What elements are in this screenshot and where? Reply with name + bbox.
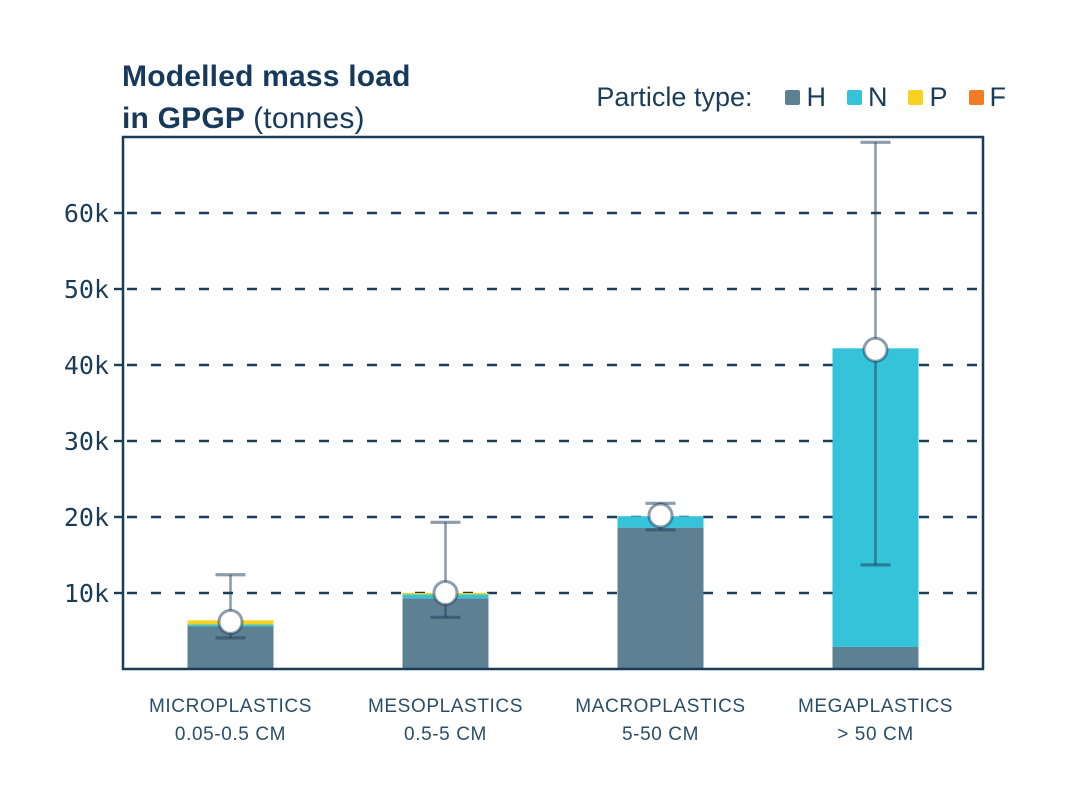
error-bar-marker <box>862 336 889 363</box>
error-bars <box>215 140 891 640</box>
error-bar <box>215 573 246 640</box>
x-category-range: 0.05-0.5 CM <box>175 724 286 745</box>
legend-swatch-F <box>968 90 984 105</box>
x-category-name: MICROPLASTICS <box>149 696 312 717</box>
chart-title-line1: Modelled mass load <box>122 60 411 93</box>
y-tick-label: 50k <box>64 275 109 304</box>
y-tick-label: 40k <box>64 351 109 380</box>
error-bar-marker <box>647 502 674 529</box>
legend-label: Particle type: <box>596 82 753 112</box>
legend-item-N: N <box>846 82 888 113</box>
y-tick-label: 20k <box>64 503 109 532</box>
legend: Particle type: H N P F <box>596 82 1006 113</box>
error-bar <box>430 520 461 619</box>
x-category-name: MACROPLASTICS <box>575 696 745 717</box>
bar-segment-H <box>832 646 919 669</box>
error-bar-marker <box>217 608 244 635</box>
y-tick-label: 30k <box>64 427 109 456</box>
x-category-name: MEGAPLASTICS <box>798 696 953 717</box>
plot-border <box>121 135 985 671</box>
chart-title: Modelled mass load in GPGP (tonnes) <box>122 56 411 140</box>
legend-swatch-H <box>785 90 801 105</box>
bars <box>187 348 919 669</box>
bar-segment-H <box>617 527 704 669</box>
legend-item-label: H <box>806 82 826 112</box>
legend-item-F: F <box>968 82 1007 113</box>
x-category-name: MESOPLASTICS <box>368 696 523 717</box>
legend-item-label: N <box>867 82 888 112</box>
legend-swatch-N <box>846 90 862 105</box>
legend-item-label: P <box>929 82 948 112</box>
legend-swatch-P <box>908 90 924 105</box>
x-category-range: 0.5-5 CM <box>404 724 487 745</box>
x-axis-labels: MICROPLASTICS 0.05-0.5 CM MESOPLASTICS 0.5-… <box>149 696 953 745</box>
error-bar-marker <box>432 580 459 606</box>
y-tick-label: 60k <box>64 199 109 228</box>
x-category-range: > 50 CM <box>837 724 914 745</box>
legend-item-P: P <box>908 82 948 113</box>
y-tick-label: 10k <box>64 579 109 608</box>
chart-title-line2: in GPGP (tonnes) <box>122 102 365 135</box>
bar-macroplastics <box>617 516 704 669</box>
x-category-range: 5-50 CM <box>622 724 699 745</box>
legend-item-H: H <box>785 82 826 113</box>
legend-item-label: F <box>989 82 1007 112</box>
gridlines: 10k 20k 30k 40k 50k 60k <box>64 199 981 608</box>
error-bar <box>645 501 676 532</box>
error-bar <box>860 140 891 567</box>
